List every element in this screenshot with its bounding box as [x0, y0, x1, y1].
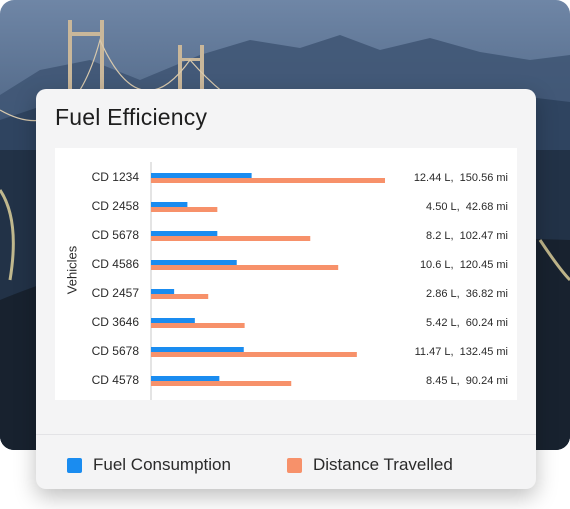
y-axis-label: Vehicles	[64, 245, 80, 295]
bar-fuel-consumption	[151, 231, 218, 236]
data-value-label: 4.50 L, 42.68 mi	[426, 201, 508, 213]
bar-fuel-consumption	[151, 173, 252, 178]
category-tick-label: CD 4578	[92, 373, 140, 387]
bar-fuel-consumption	[151, 202, 188, 207]
bar-distance-travelled	[151, 236, 311, 241]
bar-distance-travelled	[151, 352, 357, 357]
bar-distance-travelled	[151, 294, 209, 299]
bar-fuel-consumption	[151, 260, 237, 265]
data-value-label: 2.86 L, 36.82 mi	[426, 288, 508, 300]
data-value-label: 8.2 L, 102.47 mi	[426, 230, 508, 242]
data-value-label: 8.45 L, 90.24 mi	[426, 375, 508, 387]
category-tick-label: CD 4586	[92, 257, 140, 271]
plot-area: CD 1234 12.44 L, 150.56 mi CD 2458 4.50 L, …	[55, 148, 517, 400]
legend-item-fuel-consumption: Fuel Consumption	[67, 455, 231, 475]
data-value-label: 10.6 L, 120.45 mi	[420, 259, 508, 271]
bar-fuel-consumption	[151, 376, 220, 381]
data-value-label: 11.47 L, 132.45 mi	[415, 346, 508, 358]
category-tick-label: CD 5678	[92, 344, 140, 358]
bar-distance-travelled	[151, 323, 245, 328]
category-tick-label: CD 2458	[92, 199, 140, 213]
data-value-label: 5.42 L, 60.24 mi	[426, 317, 508, 329]
category-tick-label: CD 1234	[92, 170, 140, 184]
bar-chart: CD 1234 12.44 L, 150.56 mi CD 2458 4.50 L, …	[92, 162, 508, 400]
bar-distance-travelled	[151, 265, 339, 270]
legend: Fuel Consumption Distance Travelled	[36, 434, 536, 491]
data-value-label: 12.44 L, 150.56 mi	[414, 172, 508, 184]
bar-fuel-consumption	[151, 318, 195, 323]
legend-label-distance-travelled: Distance Travelled	[313, 455, 453, 474]
category-tick-label: CD 3646	[92, 315, 140, 329]
bar-distance-travelled	[151, 178, 385, 183]
legend-swatch-distance-travelled	[287, 457, 302, 473]
bar-fuel-consumption	[151, 347, 244, 352]
legend-item-distance-travelled: Distance Travelled	[287, 455, 453, 475]
bar-distance-travelled	[151, 381, 292, 386]
category-tick-label: CD 2457	[92, 286, 140, 300]
bar-distance-travelled	[151, 207, 218, 212]
legend-swatch-fuel-consumption	[67, 457, 82, 473]
bar-fuel-consumption	[151, 289, 175, 294]
category-tick-label: CD 5678	[92, 228, 140, 242]
legend-label-fuel-consumption: Fuel Consumption	[93, 455, 231, 474]
chart-title: Fuel Efficiency	[55, 104, 208, 130]
